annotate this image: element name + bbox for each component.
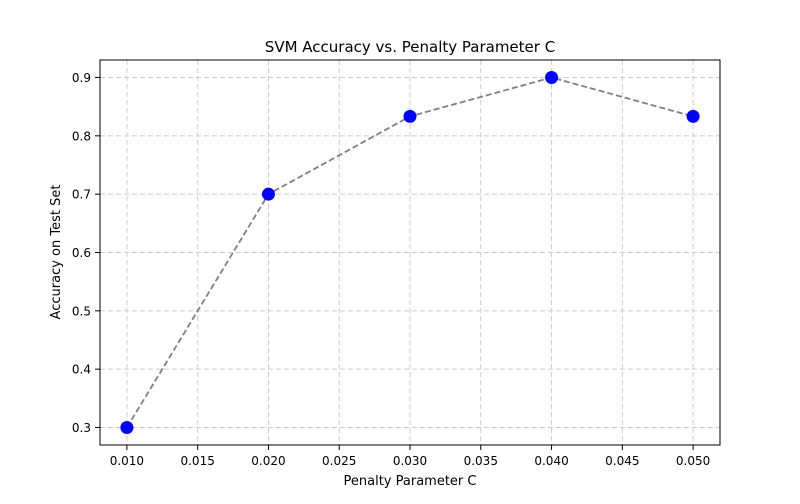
y-tick-label: 0.3 <box>72 421 91 435</box>
x-axis-ticks: 0.010 0.015 0.020 0.025 0.030 0.035 0.040 0.045… <box>110 445 710 468</box>
data-points <box>120 71 700 434</box>
y-tick-label: 0.7 <box>72 188 91 202</box>
data-point <box>545 71 559 84</box>
data-point <box>261 187 275 201</box>
grid-lines <box>100 60 720 445</box>
x-tick-label: 0.045 <box>605 454 639 468</box>
y-axis-ticks: 0.3 0.4 0.5 0.6 0.7 0.8 0.9 <box>72 71 100 435</box>
data-point <box>120 421 134 434</box>
y-tick-label: 0.8 <box>72 129 91 143</box>
y-axis-label: Accuracy on Test Set <box>49 185 64 320</box>
x-tick-label: 0.025 <box>322 454 356 468</box>
x-tick-label: 0.040 <box>534 454 568 468</box>
y-tick-label: 0.4 <box>72 363 91 377</box>
x-axis-label: Penalty Parameter C <box>344 474 477 489</box>
y-tick-label: 0.5 <box>72 304 91 318</box>
x-tick-label: 0.015 <box>180 454 214 468</box>
y-tick-label: 0.9 <box>72 71 91 85</box>
x-tick-label: 0.010 <box>110 454 144 468</box>
x-tick-label: 0.030 <box>393 454 427 468</box>
y-tick-label: 0.6 <box>72 246 91 260</box>
chart-title: SVM Accuracy vs. Penalty Parameter C <box>265 38 555 56</box>
x-tick-label: 0.020 <box>251 454 285 468</box>
data-point <box>686 109 700 123</box>
x-tick-label: 0.050 <box>676 454 710 468</box>
x-tick-label: 0.035 <box>464 454 498 468</box>
data-point <box>403 109 417 123</box>
